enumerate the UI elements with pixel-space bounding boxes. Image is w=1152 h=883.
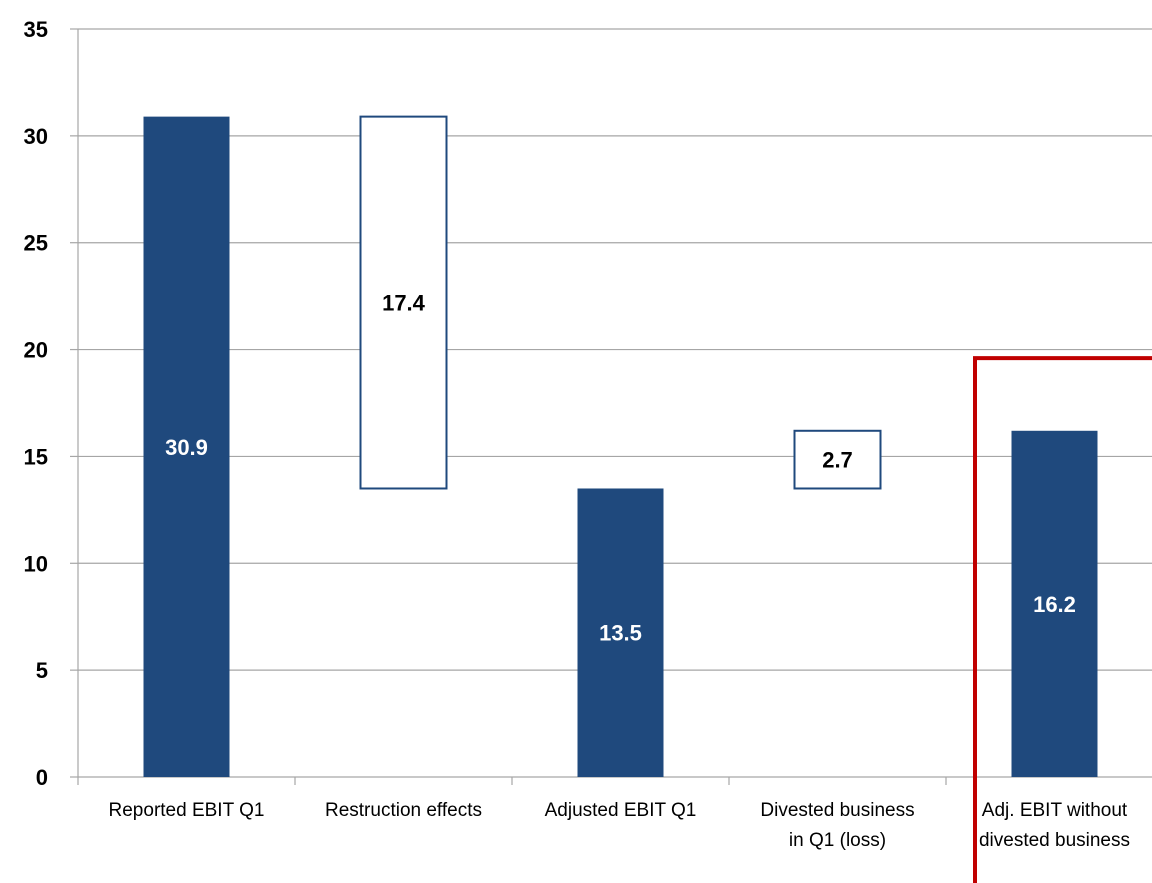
category-label: Adj. EBIT without [982,800,1128,821]
total-bar [143,116,230,777]
y-tick-label: 25 [24,231,48,256]
bar-value-label: 30.9 [165,435,208,460]
bar-value-label: 17.4 [382,291,426,316]
category-label: Reported EBIT Q1 [109,800,265,821]
y-tick-label: 0 [36,765,48,790]
bar-value-label: 2.7 [822,448,853,473]
y-tick-label: 10 [24,551,48,576]
bar-value-label: 16.2 [1033,592,1076,617]
y-tick-label: 15 [24,444,48,469]
total-bar [1011,430,1098,777]
category-label: Restruction effects [325,800,482,821]
category-label: in Q1 (loss) [789,830,886,851]
bar-value-label: 13.5 [599,621,642,646]
y-tick-label: 30 [24,124,48,149]
step-bar [793,429,882,490]
category-label: divested business [979,830,1130,851]
y-tick-label: 35 [24,17,48,42]
category-label: Adjusted EBIT Q1 [545,800,697,821]
category-label: Divested business [760,800,914,821]
y-tick-label: 5 [36,658,48,683]
step-bar [359,115,448,490]
y-tick-label: 20 [24,338,48,363]
total-bar [577,488,664,777]
highlight-box [973,356,1152,883]
